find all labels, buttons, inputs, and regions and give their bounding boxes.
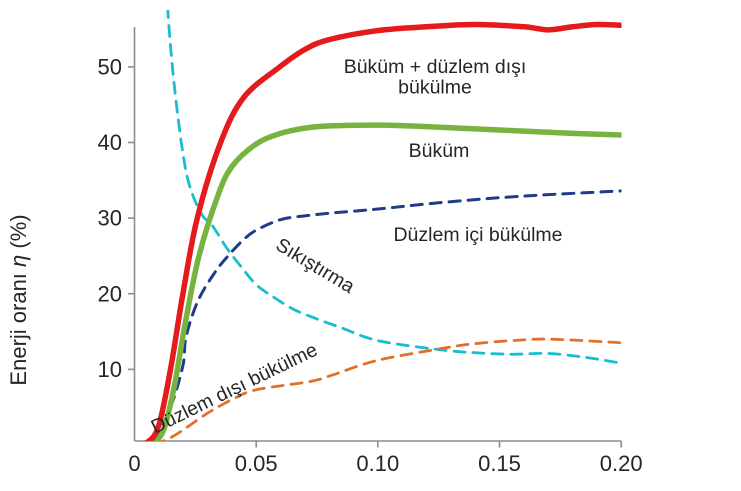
svg-text:50: 50 xyxy=(98,55,122,80)
svg-text:20: 20 xyxy=(98,281,122,306)
svg-text:Büküm + düzlem dışı: Büküm + düzlem dışı xyxy=(344,56,527,78)
svg-text:0: 0 xyxy=(128,451,140,476)
svg-text:Büküm: Büküm xyxy=(409,140,470,162)
svg-text:Enerji oranı η (%): Enerji oranı η (%) xyxy=(6,214,31,385)
svg-text:0.10: 0.10 xyxy=(356,451,399,476)
svg-text:Sıkıştırma: Sıkıştırma xyxy=(272,234,359,298)
svg-text:Düzlem içi bükülme: Düzlem içi bükülme xyxy=(393,224,562,246)
svg-text:10: 10 xyxy=(98,357,122,382)
svg-text:0.20: 0.20 xyxy=(600,451,643,476)
svg-text:40: 40 xyxy=(98,130,122,155)
svg-text:0.05: 0.05 xyxy=(235,451,278,476)
svg-text:30: 30 xyxy=(98,206,122,231)
svg-text:bükülme: bükülme xyxy=(398,77,472,99)
svg-text:0.15: 0.15 xyxy=(478,451,521,476)
